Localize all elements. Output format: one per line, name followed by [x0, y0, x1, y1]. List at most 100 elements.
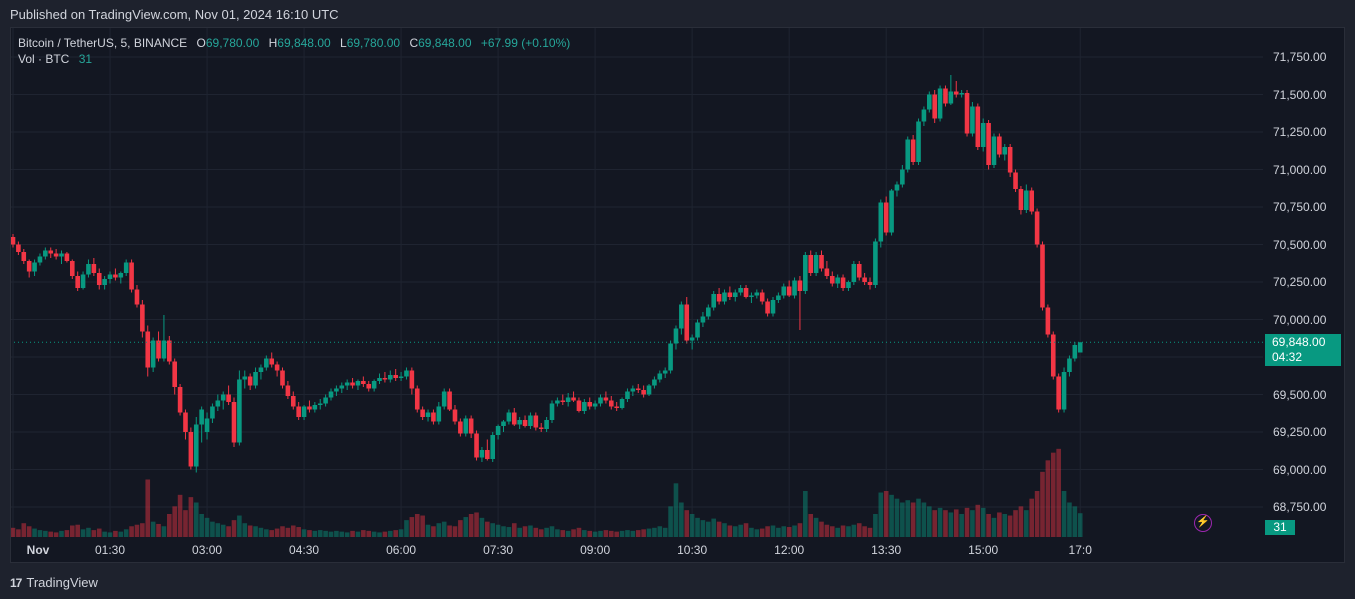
candle-body [673, 328, 679, 344]
volume-bar [511, 523, 517, 537]
volume-bar [679, 502, 684, 537]
time-axis[interactable]: Nov 01:30 03:00 04:30 06:00 07:30 09:00 10:30 12… [10, 537, 1263, 563]
volume-bar [738, 524, 743, 537]
volume-bar [910, 502, 916, 537]
candle-body [668, 343, 673, 371]
volume-bar [393, 530, 398, 537]
lightning-icon[interactable]: ⚡ [1194, 514, 1212, 532]
volume-bar [86, 527, 91, 537]
volume-bar [1061, 491, 1067, 537]
candle-body [932, 94, 937, 119]
volume-bar [792, 525, 797, 537]
volume-bar [549, 526, 555, 537]
volume-tag: 31 [1265, 520, 1295, 535]
volume-bar [749, 527, 754, 537]
volume-bar [905, 500, 911, 537]
candle-body [533, 415, 539, 428]
candle-body [150, 340, 156, 368]
candle-body [425, 412, 431, 417]
candle-body [910, 139, 916, 162]
candle-body [53, 253, 59, 257]
volume-bar [156, 523, 161, 537]
candle-body [781, 286, 787, 296]
time-tick-label: 15:00 [968, 543, 999, 557]
candle-body [296, 406, 301, 417]
symbol-title[interactable]: Bitcoin / TetherUS, 5, BINANCE [18, 36, 188, 50]
volume-bar [404, 520, 409, 537]
volume-bar [215, 523, 221, 537]
volume-bar [1024, 510, 1029, 537]
candle-body [32, 262, 37, 272]
candle-body [237, 379, 242, 443]
candlestick-chart[interactable] [10, 27, 1263, 537]
volume-bar [317, 530, 323, 537]
volume-bar [582, 530, 587, 537]
volume-bar [641, 529, 646, 537]
volume-bar [856, 523, 862, 537]
time-tick-label: 03:00 [192, 543, 223, 557]
volume-bar [759, 528, 765, 537]
candle-body [91, 264, 97, 273]
volume-bar [997, 512, 1002, 537]
volume-bar [21, 523, 27, 537]
candle-body [145, 331, 151, 368]
volume-bar [210, 521, 215, 537]
high-value: 69,848.00 [277, 36, 331, 50]
volume-bar [1056, 448, 1061, 537]
time-tick-label: 09:00 [580, 543, 611, 557]
candle-body [371, 381, 377, 389]
candle-body [188, 432, 194, 467]
volume-label[interactable]: Vol · BTC [18, 52, 70, 66]
candle-body [846, 282, 851, 288]
volume-bar [177, 494, 183, 537]
volume-legend-row: Vol · BTC 31 [18, 51, 570, 67]
chart-pane[interactable]: Bitcoin / TetherUS, 5, BINANCE O69,780.0… [10, 27, 1263, 537]
candle-body [328, 391, 334, 398]
candle-body [921, 109, 927, 122]
volume-bar [538, 529, 544, 537]
volume-bar [220, 524, 226, 537]
volume-bar [264, 529, 269, 537]
volume-bar [328, 531, 334, 537]
candle-body [765, 301, 770, 314]
candle-body [16, 244, 21, 252]
volume-bar [851, 524, 857, 537]
last-price-tag: 69,848.00 04:32 [1265, 334, 1341, 366]
volume-bar [953, 509, 959, 537]
price-axis[interactable]: 71,750.00 71,500.00 71,250.00 71,000.00 70,7… [1263, 27, 1345, 537]
candle-body [37, 256, 43, 263]
candle-body [1029, 190, 1035, 212]
candle-body [754, 292, 760, 296]
candle-body [48, 250, 54, 254]
candle-body [770, 300, 776, 314]
volume-bar [625, 530, 630, 537]
price-tick-label: 69,250.00 [1273, 425, 1327, 439]
volume-bar [700, 520, 706, 537]
candle-body [409, 370, 415, 389]
candle-body [80, 274, 86, 288]
volume-bar [635, 530, 641, 537]
volume-bar [134, 524, 140, 537]
volume-bar [689, 514, 695, 537]
volume-bar [576, 527, 582, 537]
volume-bar [673, 483, 679, 537]
candle-body [485, 450, 490, 459]
volume-bar [835, 527, 840, 537]
candle-body [943, 88, 948, 104]
candle-body [695, 322, 700, 338]
volume-bar [652, 527, 657, 537]
volume-bar [113, 530, 118, 537]
candle-body [528, 415, 533, 426]
volume-bar [706, 521, 711, 537]
candle-body [824, 268, 830, 276]
candle-body [75, 276, 80, 288]
candle-body [285, 385, 291, 396]
candle-body [1013, 172, 1018, 189]
volume-bar [361, 530, 366, 537]
volume-bar [468, 514, 474, 537]
candle-body [177, 387, 183, 413]
volume-bar [716, 521, 722, 537]
candle-body [199, 409, 204, 425]
volume-bar [10, 527, 16, 537]
volume-bar [970, 510, 975, 537]
